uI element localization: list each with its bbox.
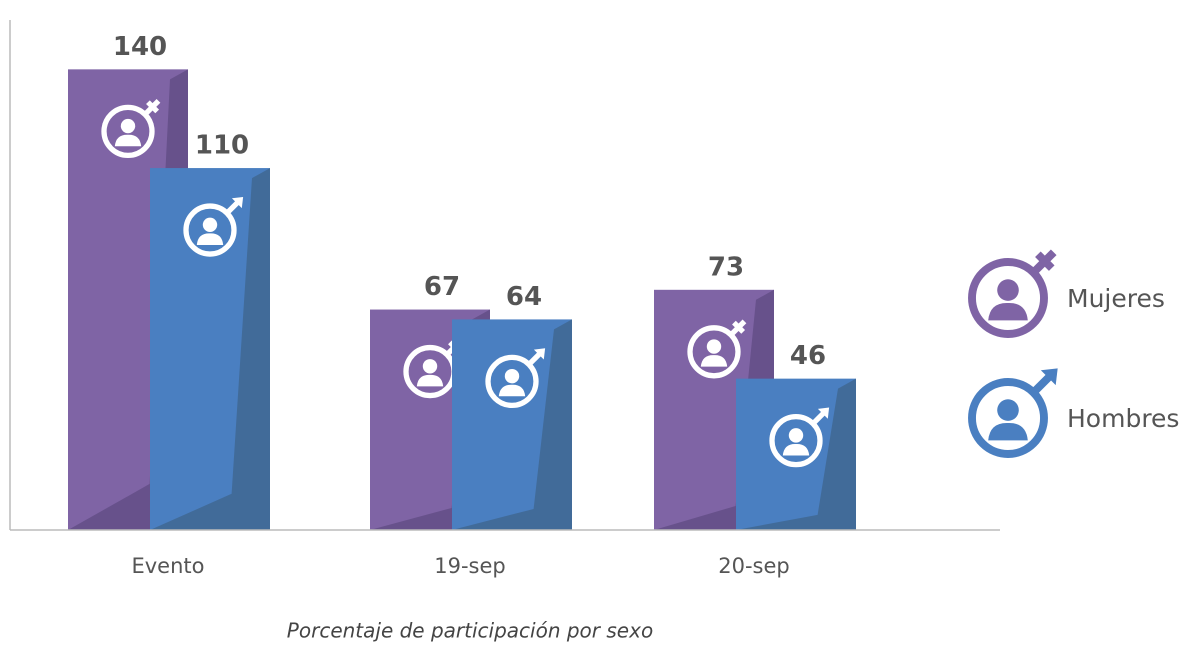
gender-icon [101,99,161,158]
icon-head [788,428,804,443]
icon-arrow [1040,368,1058,386]
icon-arrow [533,348,546,360]
icon-cross [732,320,746,334]
icon-cross [1035,251,1055,271]
value-label: 46 [790,341,826,371]
icon-ring [101,104,155,158]
gender-icon [485,348,546,409]
bar-shade [150,168,270,530]
icon-body [782,443,810,456]
legend-label: Mujeres [1067,284,1165,313]
gender-icon [183,196,244,257]
icon-head [997,399,1019,421]
icon-ring [485,354,539,409]
icon-stem [1031,373,1053,395]
gender-icon [968,368,1058,458]
icon-arrow [817,407,830,419]
value-label: 140 [113,32,167,62]
icon-ring [687,325,741,379]
icon-stem [811,410,826,426]
value-label: 110 [195,131,249,161]
x-tick-label: Evento [131,554,204,578]
icon-body [988,303,1028,321]
icon-head [202,217,218,232]
icon-head [504,368,520,384]
icon-ring [769,414,823,468]
value-label: 73 [708,252,744,282]
icon-ring [183,203,237,257]
icon-body [196,233,224,245]
value-label: 64 [506,282,542,312]
gender-icon [968,249,1057,338]
gender-icon [687,319,747,379]
icon-body [498,384,526,397]
icon-head [422,359,438,374]
icon-head [997,279,1019,301]
icon-body [700,355,728,367]
gender-icon [769,407,830,468]
icon-stem [527,351,542,367]
bar-shade [736,378,856,530]
icon-body [988,423,1028,441]
icon-arrow [231,196,244,209]
icon-head [120,118,136,134]
icon-body [114,134,142,147]
icon-cross [146,100,160,114]
icon-stem [225,200,240,215]
legend-label: Hombres [1067,404,1179,433]
chart-caption: Porcentaje de participación por sexo [287,619,653,643]
icon-head [706,339,722,354]
icon-body [416,374,444,387]
x-tick-label: 19-sep [434,554,506,578]
value-label: 67 [424,272,460,302]
x-tick-label: 20-sep [718,554,790,578]
bar-shade [452,319,572,530]
